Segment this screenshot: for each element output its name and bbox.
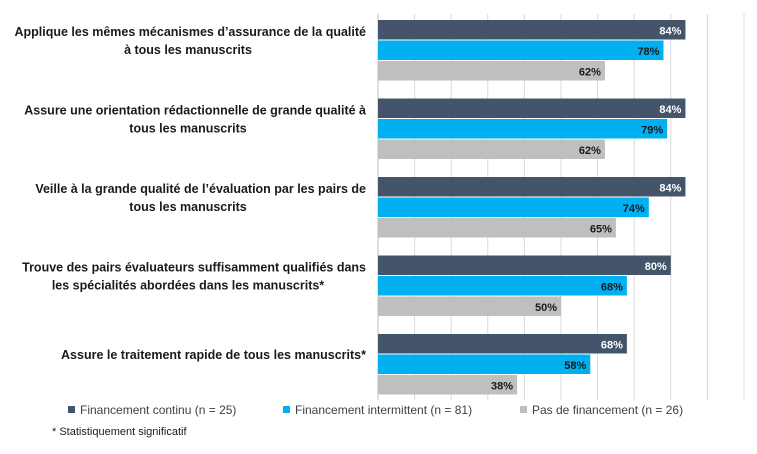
data-label-cat2-series2: 79%: [641, 124, 663, 136]
data-label-cat3-series3: 65%: [590, 223, 612, 235]
bar-cat1-series1: [378, 20, 686, 40]
category-label-1-line-2: à tous les manuscrits: [124, 43, 252, 57]
data-label-cat4-series1: 80%: [645, 261, 667, 273]
legend-swatch-3: [520, 406, 527, 413]
bar-cat5-series2: [378, 354, 591, 374]
bar-cat2-series3: [378, 139, 605, 159]
legend-label-3: Pas de financement (n = 26): [532, 403, 683, 417]
category-label-5-line-1: Assure le traitement rapide de tous les …: [61, 348, 366, 362]
data-label-cat1-series1: 84%: [659, 25, 681, 37]
data-label-cat2-series1: 84%: [659, 104, 681, 116]
category-label-2-line-2: tous les manuscrits: [129, 121, 246, 135]
bar-cat3-series2: [378, 197, 649, 217]
bar-cat3-series1: [378, 177, 686, 197]
bars: 84%78%62%84%79%62%84%74%65%80%68%50%68%5…: [378, 20, 686, 395]
data-label-cat3-series1: 84%: [659, 182, 681, 194]
category-label-4-line-1: Trouve des pairs évaluateurs suffisammen…: [22, 260, 366, 274]
bar-cat1-series2: [378, 40, 664, 60]
category-label-2-line-1: Assure une orientation rédactionnelle de…: [24, 103, 366, 117]
bar-cat2-series2: [378, 119, 668, 139]
data-label-cat4-series3: 50%: [535, 302, 557, 314]
data-label-cat4-series2: 68%: [601, 281, 623, 293]
category-label-4-line-2: les spécialités abordées dans les manusc…: [52, 278, 324, 292]
bar-cat4-series2: [378, 276, 627, 296]
data-label-cat5-series2: 58%: [564, 360, 586, 372]
bar-cat2-series1: [378, 98, 686, 118]
data-label-cat1-series3: 62%: [579, 66, 601, 78]
bar-cat4-series1: [378, 255, 671, 275]
data-label-cat5-series3: 38%: [491, 380, 513, 392]
legend-swatch-2: [283, 406, 290, 413]
legend-label-1: Financement continu (n = 25): [80, 403, 236, 417]
footnote: * Statistiquement significatif: [52, 426, 187, 438]
bar-cat4-series3: [378, 296, 561, 316]
data-label-cat2-series3: 62%: [579, 145, 601, 157]
data-label-cat5-series1: 68%: [601, 339, 623, 351]
legend: Financement continu (n = 25) Financement …: [68, 403, 683, 417]
category-label-1-line-1: Applique les mêmes mécanismes d’assuranc…: [14, 25, 366, 39]
data-label-cat3-series2: 74%: [623, 203, 645, 215]
category-label-3-line-2: tous les manuscrits: [129, 200, 246, 214]
data-label-cat1-series2: 78%: [637, 46, 659, 58]
category-labels: Applique les mêmes mécanismes d’assuranc…: [14, 25, 366, 362]
bar-cat3-series3: [378, 218, 616, 238]
bar-cat5-series1: [378, 334, 627, 354]
bar-cat1-series3: [378, 61, 605, 81]
category-label-3-line-1: Veille à la grande qualité de l’évaluati…: [35, 182, 366, 196]
legend-swatch-1: [68, 406, 75, 413]
legend-label-2: Financement intermittent (n = 81): [295, 403, 472, 417]
bar-cat5-series3: [378, 375, 518, 395]
